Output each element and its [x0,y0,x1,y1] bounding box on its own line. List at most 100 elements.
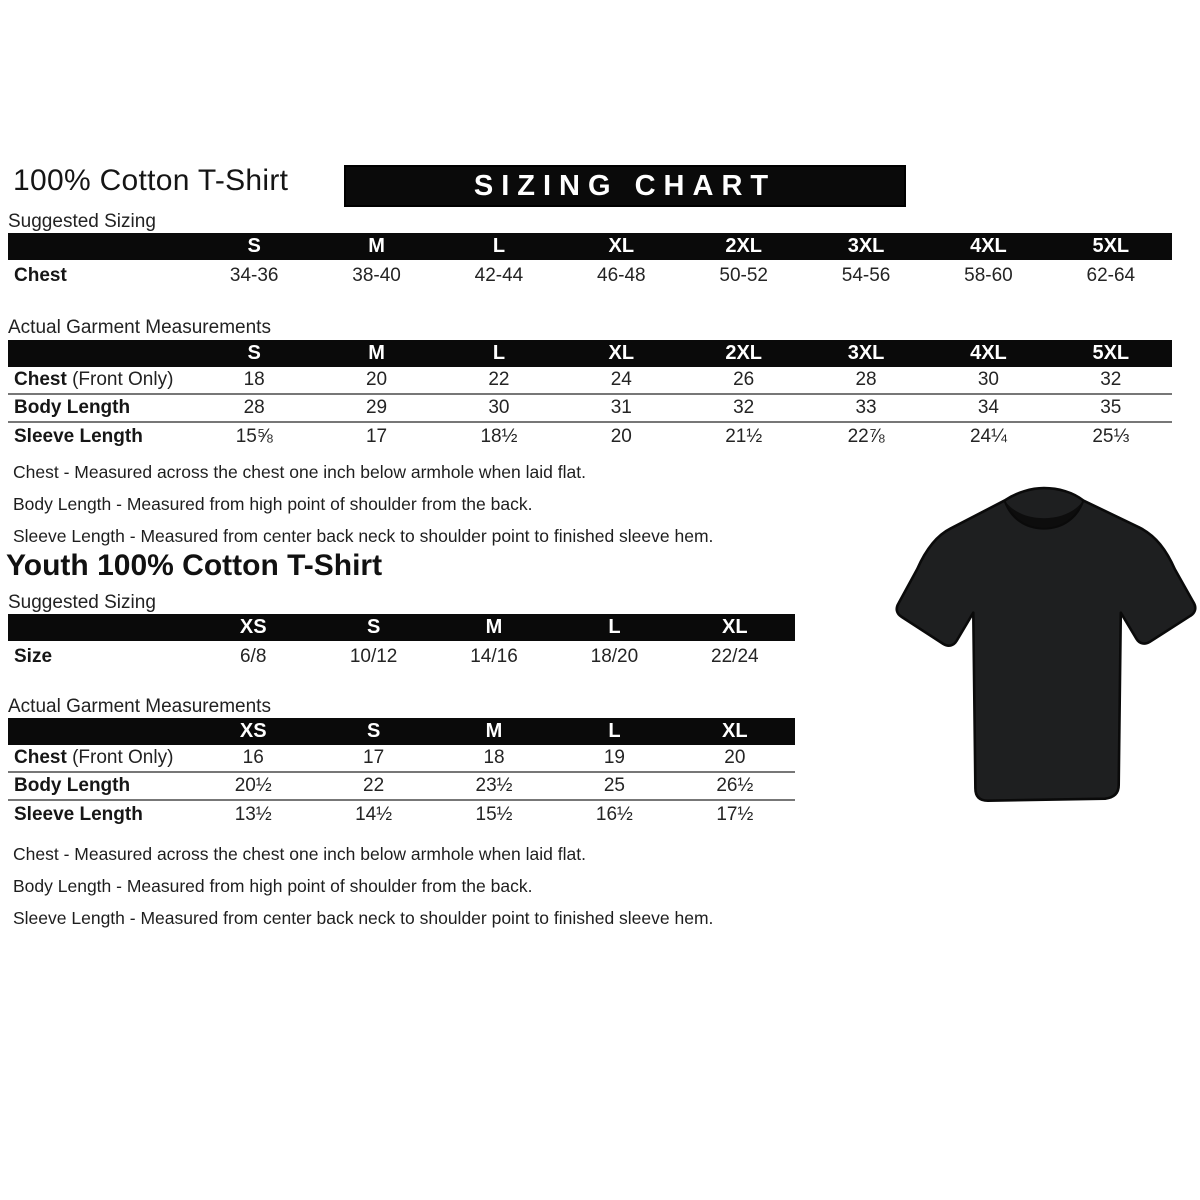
size-column-header: XL [722,616,748,638]
measurement-value: 32 [733,397,755,418]
row-label: Chest (Front Only) [14,369,174,390]
table-row: Chest (Front Only) 18 20 22 24 26 28 30 32 [8,367,1172,395]
measurement-value: 28 [243,397,265,418]
row-label: Chest (Front Only) [14,747,174,768]
measurement-value: 28 [855,369,877,390]
measurement-value: 21½ [725,426,763,447]
size-column-header: M [368,235,385,257]
adult-actual-measurements-table: S M L XL 2XL 3XL 4XL 5XL Chest (Front Only) 18 20 2… [8,340,1172,451]
size-column-header: XS [239,616,267,638]
measurement-value: 15½ [475,804,513,825]
measurement-value: 22⅞ [847,426,885,447]
table-row: Sleeve Length 15⅝ 17 18½ 20 21½ 22⅞ 24¼ 25⅓ [8,423,1172,451]
size-column-header: S [247,342,261,364]
sizing-chart-banner: SIZING CHART [344,165,906,207]
measurement-value: 22/24 [711,645,759,667]
size-column-header: L [608,720,621,742]
measurement-value: 32 [1100,369,1122,390]
measurement-value: 50-52 [719,264,768,286]
size-column-header: XL [608,342,635,364]
measurement-value: 34 [977,397,999,418]
adult-actual-measurements-label: Actual Garment Measurements [8,317,271,338]
size-column-header: XL [608,235,635,257]
table-row: Chest 34-36 38-40 42-44 46-48 50-52 54-56 58-60… [8,260,1172,291]
adult-suggested-sizing-label: Suggested Sizing [8,211,156,232]
measurement-value: 13½ [234,804,272,825]
note-chest: Chest - Measured across the chest one in… [13,462,586,482]
measurement-value: 20½ [234,775,272,796]
size-column-header: M [485,616,503,638]
table-header-row: XS S M L XL [8,718,795,745]
note-body-length: Body Length - Measured from high point o… [13,494,533,514]
measurement-value: 18½ [480,426,518,447]
measurement-value: 19 [603,747,625,768]
measurement-value: 31 [610,397,632,418]
size-column-header: L [608,616,621,638]
note-sleeve-length: Sleeve Length - Measured from center bac… [13,908,714,928]
measurement-value: 24 [610,369,632,390]
size-column-header: 4XL [970,235,1007,257]
table-row: Body Length 28 29 30 31 32 33 34 35 [8,395,1172,423]
size-column-header: S [366,720,381,742]
row-label: Sleeve Length [14,804,143,825]
youth-actual-measurements-label: Actual Garment Measurements [8,696,271,717]
measurement-value: 22 [488,369,510,390]
measurement-value: 58-60 [964,264,1013,286]
sizing-chart-banner-text: SIZING CHART [473,169,777,202]
size-column-header: 2XL [725,342,763,364]
table-header-row: S M L XL 2XL 3XL 4XL 5XL [8,340,1172,367]
size-column-header: XS [239,720,267,742]
youth-suggested-sizing-table: XS S M L XL Size 6/8 10/12 14/16 18/20 22/24 [8,614,795,672]
note-body-length: Body Length - Measured from high point o… [13,876,533,896]
measurement-value: 20 [724,747,746,768]
note-sleeve-length: Sleeve Length - Measured from center bac… [13,526,714,546]
row-label: Body Length [14,775,131,796]
measurement-value: 15⅝ [235,426,273,447]
table-row: Chest (Front Only) 16 17 18 19 20 [8,745,795,773]
youth-actual-measurements-table: XS S M L XL Chest (Front Only) 16 17 18 19 20 Body … [8,718,795,829]
measurement-value: 14½ [355,804,393,825]
measurement-value: 10/12 [349,645,398,667]
tshirt-collar [1004,500,1084,529]
adult-suggested-sizing-table: S M L XL 2XL 3XL 4XL 5XL Chest 34-36 38-40 42-44 46-… [8,233,1172,291]
table-header-row: XS S M L XL [8,614,795,641]
size-column-header: S [247,235,261,257]
measurement-value: 46-48 [597,264,646,286]
size-column-header: 3XL [847,235,885,257]
table-row: Size 6/8 10/12 14/16 18/20 22/24 [8,641,795,672]
measurement-value: 34-36 [229,264,279,286]
measurement-value: 35 [1100,397,1122,418]
table-header-row: S M L XL 2XL 3XL 4XL 5XL [8,233,1172,260]
measurement-value: 18 [243,369,265,390]
measurement-value: 25 [603,775,625,796]
measurement-value: 17½ [716,804,754,825]
tshirt-image [895,486,1197,803]
measurement-value: 16½ [595,804,633,825]
measurement-value: 18 [483,747,505,768]
size-column-header: 4XL [970,342,1007,364]
measurement-value: 62-64 [1086,264,1136,286]
row-label: Chest [14,264,67,286]
size-column-header: XL [722,720,748,742]
measurement-value: 17 [363,747,385,768]
measurement-value: 23½ [475,775,513,796]
adult-measurement-notes: Chest - Measured across the chest one in… [13,456,713,552]
youth-page-title: Youth 100% Cotton T-Shirt [6,549,383,582]
size-column-header: L [492,235,506,257]
measurement-value: 20 [365,369,388,390]
tshirt-product-image [890,486,1200,808]
size-column-header: M [485,720,503,742]
size-column-header: M [368,342,385,364]
size-column-header: S [366,616,381,638]
measurement-value: 38-40 [352,264,401,286]
youth-suggested-sizing-label: Suggested Sizing [8,592,156,613]
measurement-value: 25⅓ [1092,426,1130,447]
measurement-value: 24¼ [969,426,1007,447]
measurement-value: 42-44 [474,264,524,286]
size-column-header: L [492,342,506,364]
tshirt-silhouette [895,486,1197,803]
size-column-header: 5XL [1092,342,1130,364]
measurement-value: 18/20 [590,645,639,667]
page-title: 100% Cotton T-Shirt [13,164,289,197]
measurement-value: 6/8 [239,645,267,667]
